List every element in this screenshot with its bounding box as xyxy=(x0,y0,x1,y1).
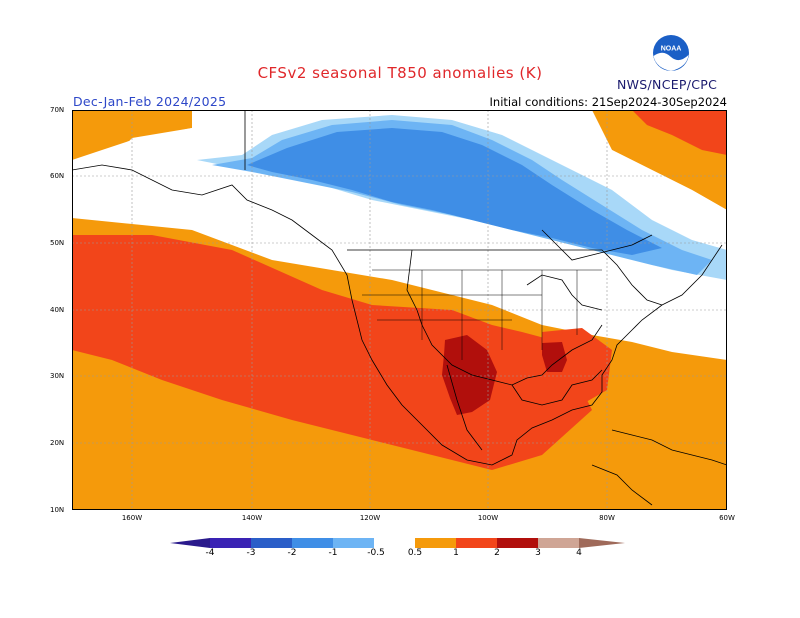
colorbar-cell-pos1 xyxy=(456,538,497,548)
lon-label-160w: 160W xyxy=(121,514,143,522)
agency-label: NWS/NCEP/CPC xyxy=(617,77,718,92)
forecast-period: Dec-Jan-Feb 2024/2025 xyxy=(73,94,227,109)
lat-label-20n: 20N xyxy=(50,439,65,447)
map-frame xyxy=(72,110,727,510)
colorbar-label-pos3: 3 xyxy=(535,548,541,558)
colorbar-label-neg05: -0.5 xyxy=(367,548,385,558)
map-gridlines xyxy=(72,110,727,510)
colorbar-arrow-high xyxy=(579,538,625,548)
lat-label-60n: 60N xyxy=(50,172,65,180)
lat-label-50n: 50N xyxy=(50,239,65,247)
colorbar-arrow-low xyxy=(170,538,210,548)
map-title: CFSv2 seasonal T850 anomalies (K) xyxy=(257,64,543,82)
lat-label-10n: 10N xyxy=(50,506,65,514)
lat-label-30n: 30N xyxy=(50,372,65,380)
lat-label-70n: 70N xyxy=(50,106,65,114)
logo-text: NOAA xyxy=(661,46,682,53)
initial-conditions: Initial conditions: 21Sep2024-30Sep2024 xyxy=(489,95,727,109)
colorbar-cell-neg2 xyxy=(292,538,333,548)
coastlines xyxy=(72,110,727,506)
state-borders xyxy=(362,269,602,360)
colorbar-cell-neutral xyxy=(374,538,415,548)
colorbar-cell-neg3 xyxy=(251,538,292,548)
colorbar-label-pos1: 1 xyxy=(453,548,459,558)
lon-label-120w: 120W xyxy=(359,514,381,522)
colorbar-label-pos05: 0.5 xyxy=(407,548,423,558)
colorbar-label-pos4: 4 xyxy=(576,548,582,558)
lon-label-80w: 80W xyxy=(599,514,615,522)
anomaly-map xyxy=(72,110,727,510)
colorbar-label-neg1: -1 xyxy=(328,548,338,558)
anomaly-region-positive-2-east xyxy=(542,342,567,372)
lon-label-60w: 60W xyxy=(719,514,735,522)
colorbar-label-neg4: -4 xyxy=(205,548,215,558)
colorbar-cell-pos3 xyxy=(538,538,579,548)
colorbar-cell-neg1 xyxy=(333,538,374,548)
colorbar-label-neg2: -2 xyxy=(287,548,297,558)
lon-label-100w: 100W xyxy=(477,514,499,522)
colorbar-label-neg3: -3 xyxy=(246,548,256,558)
noaa-logo: NOAA xyxy=(651,33,691,73)
anomaly-region-positive-1-northeast xyxy=(632,110,727,155)
lat-label-40n: 40N xyxy=(50,306,65,314)
lon-label-140w: 140W xyxy=(241,514,263,522)
colorbar-label-pos2: 2 xyxy=(494,548,500,558)
colorbar-cell-neg4 xyxy=(210,538,251,548)
anomaly-region-negative-2 xyxy=(247,128,662,255)
color-bar xyxy=(170,538,625,548)
colorbar-cell-pos2 xyxy=(497,538,538,548)
colorbar-cell-pos05 xyxy=(415,538,456,548)
